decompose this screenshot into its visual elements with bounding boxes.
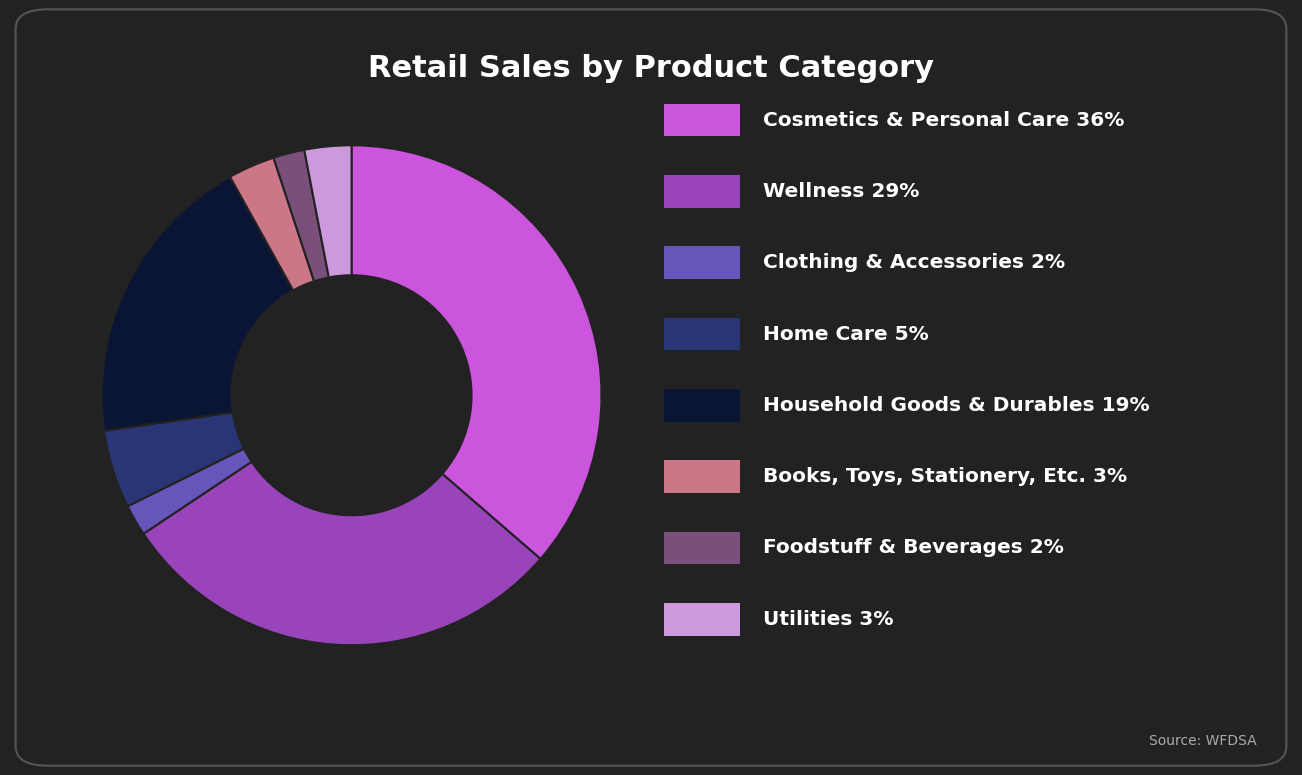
Wedge shape bbox=[273, 150, 329, 281]
Wedge shape bbox=[104, 412, 243, 506]
Text: Books, Toys, Stationery, Etc. 3%: Books, Toys, Stationery, Etc. 3% bbox=[763, 467, 1128, 486]
Wedge shape bbox=[230, 158, 314, 291]
Text: Wellness 29%: Wellness 29% bbox=[763, 182, 919, 201]
Wedge shape bbox=[305, 145, 352, 277]
Text: Utilities 3%: Utilities 3% bbox=[763, 610, 893, 629]
Text: Foodstuff & Beverages 2%: Foodstuff & Beverages 2% bbox=[763, 539, 1064, 557]
Wedge shape bbox=[352, 145, 602, 559]
Wedge shape bbox=[102, 177, 293, 431]
Wedge shape bbox=[128, 449, 251, 534]
Text: Retail Sales by Product Category: Retail Sales by Product Category bbox=[368, 54, 934, 83]
Text: Household Goods & Durables 19%: Household Goods & Durables 19% bbox=[763, 396, 1150, 415]
Text: Cosmetics & Personal Care 36%: Cosmetics & Personal Care 36% bbox=[763, 111, 1125, 129]
Text: Source: WFDSA: Source: WFDSA bbox=[1148, 734, 1256, 748]
Wedge shape bbox=[143, 462, 540, 646]
Text: Clothing & Accessories 2%: Clothing & Accessories 2% bbox=[763, 253, 1065, 272]
Text: Home Care 5%: Home Care 5% bbox=[763, 325, 928, 343]
